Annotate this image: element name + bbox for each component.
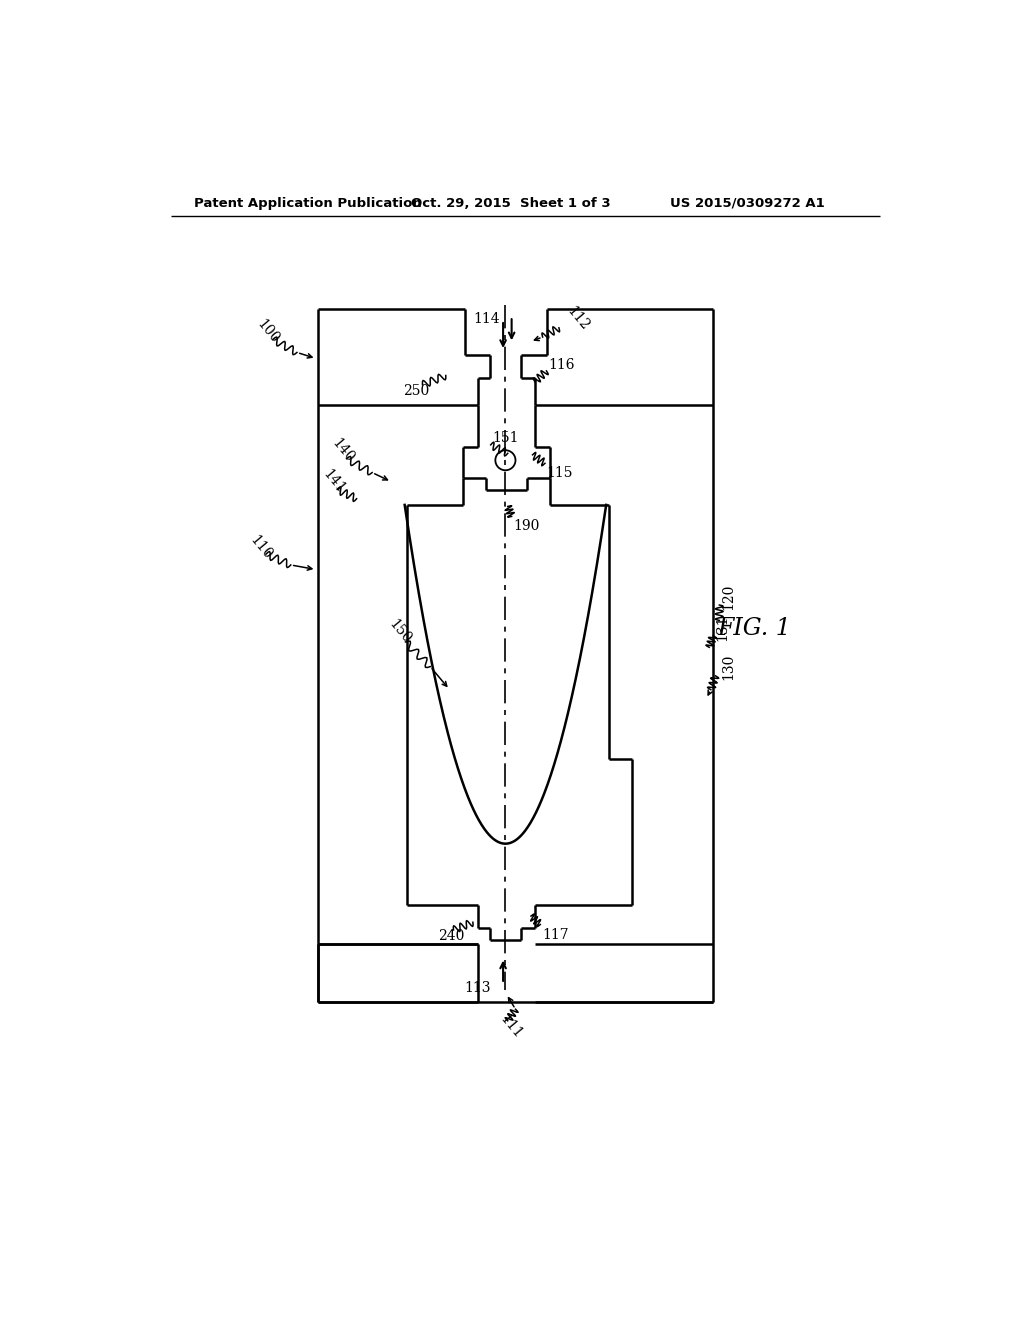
Text: 250: 250	[403, 384, 429, 397]
Text: 190: 190	[513, 520, 540, 533]
Text: 100: 100	[254, 317, 282, 346]
Text: 151: 151	[493, 430, 519, 445]
Text: Patent Application Publication: Patent Application Publication	[194, 197, 422, 210]
Text: 115: 115	[547, 466, 573, 479]
Text: 114: 114	[473, 312, 500, 326]
Text: 150: 150	[386, 618, 414, 647]
Text: 110: 110	[247, 532, 274, 562]
Text: 113: 113	[464, 982, 490, 995]
Text: FIG. 1: FIG. 1	[717, 616, 791, 640]
Text: 130: 130	[721, 653, 735, 680]
Text: Oct. 29, 2015  Sheet 1 of 3: Oct. 29, 2015 Sheet 1 of 3	[411, 197, 610, 210]
Text: 111: 111	[497, 1012, 524, 1041]
Text: 141: 141	[321, 467, 348, 496]
Text: 140: 140	[330, 437, 357, 466]
Text: 112: 112	[563, 304, 591, 333]
Text: 120: 120	[721, 585, 735, 610]
Text: 116: 116	[548, 358, 574, 372]
Text: 131: 131	[716, 615, 729, 642]
Text: 240: 240	[438, 929, 464, 942]
Text: 117: 117	[542, 928, 568, 941]
Text: US 2015/0309272 A1: US 2015/0309272 A1	[671, 197, 825, 210]
